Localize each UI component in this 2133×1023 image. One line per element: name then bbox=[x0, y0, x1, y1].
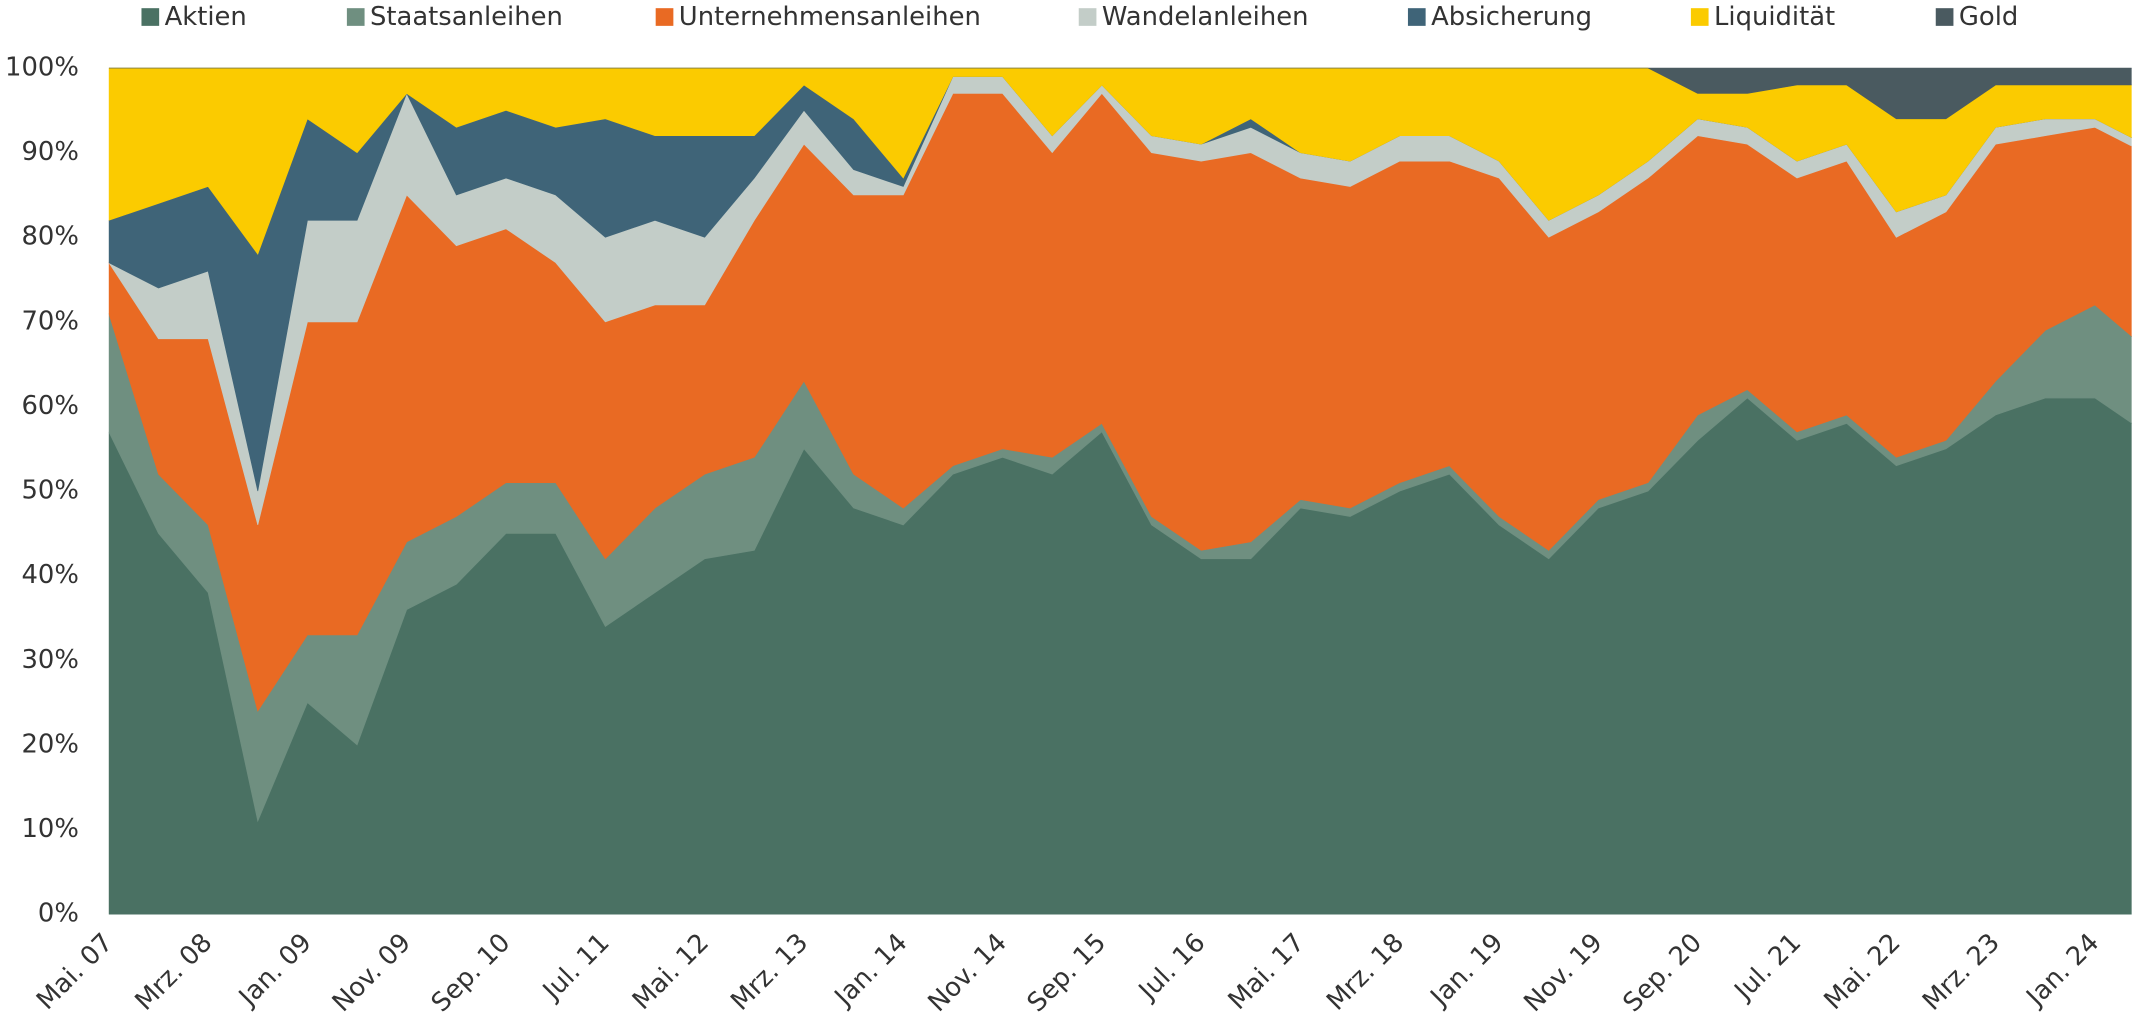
x-tick-label: Sep. 15 bbox=[1022, 928, 1112, 1018]
x-tick-label: Sep. 20 bbox=[1617, 928, 1707, 1018]
x-tick-label: Jul. 16 bbox=[1132, 928, 1212, 1008]
y-tick-label: 50% bbox=[21, 476, 78, 506]
legend-label: Staatsanleihen bbox=[370, 2, 563, 32]
y-tick-label: 60% bbox=[21, 391, 78, 421]
legend-swatch bbox=[141, 8, 160, 26]
x-tick-label: Mai. 22 bbox=[1818, 928, 1906, 1016]
legend-swatch bbox=[1935, 8, 1954, 26]
y-tick-label: 80% bbox=[21, 222, 78, 252]
x-tick-label: Mai. 12 bbox=[627, 928, 715, 1016]
y-tick-label: 90% bbox=[21, 137, 78, 167]
legend-label: Liquidität bbox=[1714, 2, 1835, 32]
x-tick-label: Jan. 24 bbox=[2020, 928, 2106, 1014]
x-tick-label: Nov. 19 bbox=[1518, 928, 1608, 1018]
x-tick-label: Jan. 09 bbox=[232, 928, 318, 1014]
area bbox=[108, 67, 2132, 120]
y-tick-label: 10% bbox=[21, 814, 78, 844]
x-tick-label: Mrz. 08 bbox=[129, 928, 218, 1017]
x-tick-label: Mrz. 18 bbox=[1321, 928, 1410, 1017]
legend-swatch bbox=[1078, 8, 1097, 26]
legend-label: Absicherung bbox=[1431, 2, 1592, 32]
legend-swatch bbox=[1690, 8, 1709, 26]
legend-label: Wandelanleihen bbox=[1102, 2, 1309, 32]
x-tick-label: Nov. 14 bbox=[923, 928, 1013, 1018]
plot-area bbox=[108, 67, 2132, 915]
y-tick-label: 40% bbox=[21, 560, 78, 590]
x-tick-label: Sep. 10 bbox=[426, 928, 516, 1018]
x-tick-label: Mai. 17 bbox=[1223, 928, 1311, 1016]
y-tick-label: 70% bbox=[21, 306, 78, 336]
y-tick-label: 20% bbox=[21, 729, 78, 759]
x-tick-label: Jul. 21 bbox=[1728, 928, 1808, 1008]
legend-swatch bbox=[1407, 8, 1426, 26]
y-tick-label: 100% bbox=[5, 53, 79, 83]
x-tick-label: Jul. 11 bbox=[536, 928, 616, 1008]
y-tick-label: 0% bbox=[38, 899, 79, 929]
y-tick-label: 30% bbox=[21, 645, 78, 675]
x-tick-label: Jan. 14 bbox=[828, 928, 914, 1014]
legend-label: Gold bbox=[1959, 2, 2018, 32]
legend-label: Unternehmensanleihen bbox=[679, 2, 981, 32]
legend-swatch bbox=[655, 8, 674, 26]
x-tick-label: Mrz. 13 bbox=[725, 928, 814, 1017]
x-tick-label: Mrz. 23 bbox=[1917, 928, 2006, 1017]
x-tick-label: Mai. 07 bbox=[31, 928, 119, 1016]
legend-label: Aktien bbox=[165, 2, 247, 32]
legend-swatch bbox=[346, 8, 365, 26]
x-tick-label: Nov. 09 bbox=[327, 928, 417, 1018]
x-tick-label: Jan. 19 bbox=[1424, 928, 1510, 1014]
